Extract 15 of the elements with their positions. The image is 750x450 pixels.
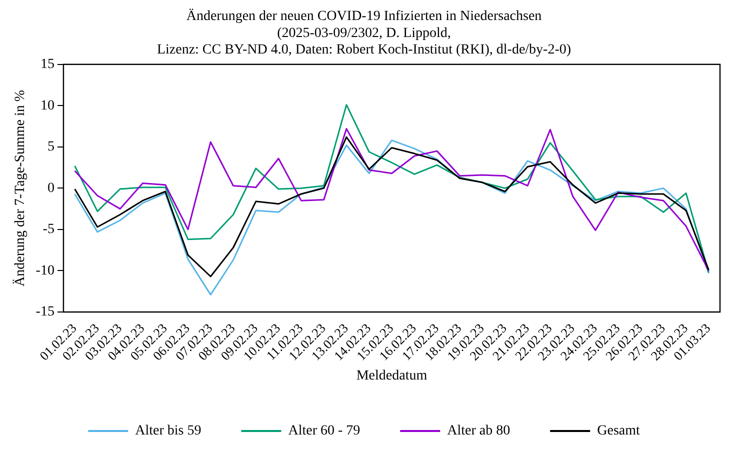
- legend-label: Alter bis 59: [135, 424, 202, 439]
- y-axis-title: Änderung der 7-Tage-Summe in %: [12, 90, 28, 286]
- y-tick-label: -10: [36, 263, 54, 278]
- y-tick-label: 15: [40, 57, 54, 72]
- y-tick-label: 10: [40, 98, 54, 114]
- x-axis-title: Meldedatum: [356, 368, 428, 384]
- y-tick-label: -15: [36, 304, 54, 320]
- y-tick-label: -5: [42, 222, 54, 238]
- legend-label: Gesamt: [597, 424, 640, 439]
- legend-label: Alter 60 - 79: [288, 424, 360, 439]
- legend-label: Alter ab 80: [447, 424, 510, 439]
- chart-title: Änderungen der neuen COVID-19 Infizierten in Niedersachsen: [186, 8, 542, 24]
- y-tick-label: 0: [47, 180, 54, 196]
- chart-subtitle: (2025-03-09/2302, D. Lippold, Lizenz: CC BY-ND 4.0, Daten: Robert Koch-Institut (RKI), dl-de/by-2-0): [156, 26, 572, 58]
- y-tick-label: 5: [47, 140, 54, 155]
